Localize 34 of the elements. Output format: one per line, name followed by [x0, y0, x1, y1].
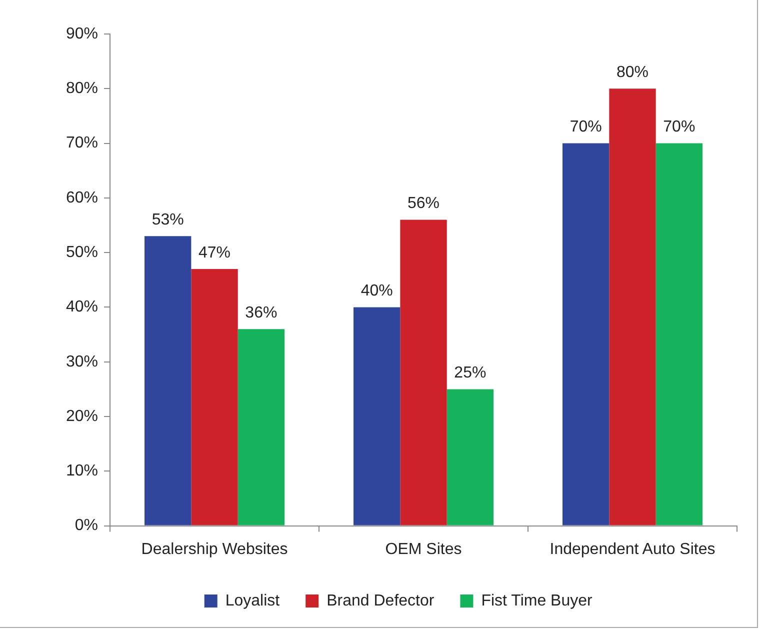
y-tick-label: 10% [66, 462, 98, 480]
bar [656, 143, 703, 526]
data-label: 53% [152, 212, 184, 229]
data-label: 70% [663, 118, 696, 136]
legend-label: Loyalist [225, 592, 280, 610]
data-label: 47% [198, 244, 231, 262]
legend-label: Fist Time Buyer [481, 592, 594, 610]
y-tick-label: 70% [66, 134, 98, 152]
bar [562, 143, 610, 526]
data-label: 25% [454, 364, 486, 382]
x-tick-label: OEM Sites [385, 540, 462, 558]
bar [238, 329, 285, 526]
bar [354, 307, 400, 526]
bar [144, 236, 192, 526]
y-tick-label: 60% [66, 189, 98, 206]
y-tick-label: 0% [74, 517, 98, 534]
x-tick-label: Dealership Websites [141, 540, 288, 558]
y-tick-label: 20% [66, 408, 98, 425]
y-tick-label: 30% [66, 353, 98, 370]
bar [609, 88, 656, 526]
bar [446, 389, 494, 526]
y-tick-label: 40% [66, 298, 98, 316]
legend-label: Brand Defector [326, 592, 435, 610]
data-label: 40% [360, 282, 393, 300]
data-label: 56% [407, 195, 440, 212]
bar [191, 268, 238, 526]
x-tick-label: Independent Auto Sites [550, 540, 716, 558]
y-tick-label: 50% [66, 244, 98, 261]
bar [400, 220, 447, 526]
y-tick-label: 90% [66, 25, 98, 42]
data-label: 70% [570, 118, 602, 136]
data-label: 80% [616, 64, 649, 82]
data-label: 36% [245, 304, 278, 322]
y-tick-label: 80% [66, 80, 98, 98]
